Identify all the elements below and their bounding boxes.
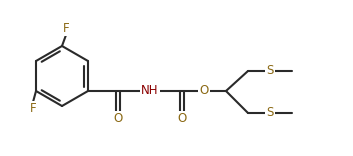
Text: S: S [266,107,274,119]
Text: O: O [199,85,209,98]
Text: NH: NH [141,85,159,98]
Text: O: O [113,112,122,124]
Text: O: O [177,112,187,124]
Text: F: F [30,102,36,115]
Text: S: S [266,64,274,78]
Text: F: F [63,22,69,36]
